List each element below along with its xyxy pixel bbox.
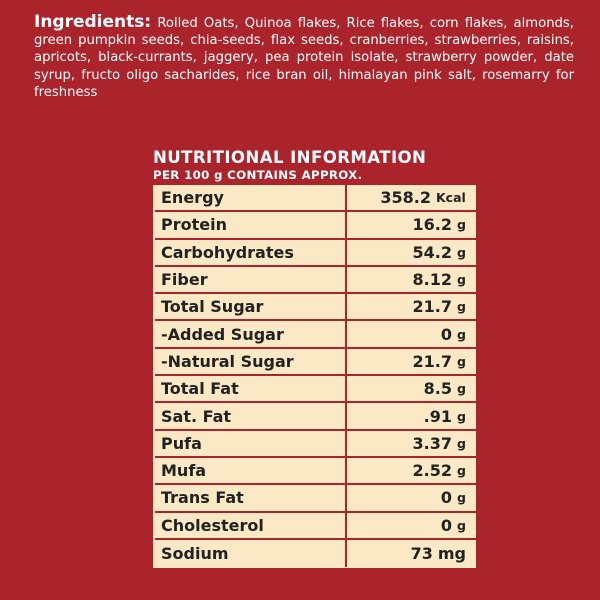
nutrient-amount: .91 g	[347, 403, 476, 428]
nutrient-amount: 21.7 g	[347, 294, 476, 319]
nutrition-row: Cholesterol 0 g	[155, 512, 476, 540]
nutrient-unit: Kcal	[436, 190, 466, 206]
nutrient-unit: g	[457, 381, 466, 397]
nutrient-value: 8.5	[423, 379, 452, 399]
nutrient-value: 73	[410, 544, 433, 563]
nutrition-row: Total Fat 8.5 g	[155, 376, 476, 404]
nutrition-row: Trans Fat 0 g	[155, 485, 476, 513]
nutrition-row: Pufa 3.37 g	[155, 430, 476, 458]
nutrient-name: Carbohydrates	[155, 239, 347, 265]
nutrient-value: 8.12	[412, 270, 452, 290]
nutrient-value: 21.7	[412, 351, 452, 371]
nutrient-unit: g	[457, 408, 466, 424]
nutrient-unit: g	[457, 517, 466, 533]
ingredients-list: Rolled Oats, Quinoa flakes, Rice flakes,…	[34, 16, 574, 100]
nutrition-row: -Added Sugar 0 g	[155, 321, 476, 349]
nutrient-amount: 8.5 g	[347, 376, 476, 401]
nutrient-amount: 358.2 Kcal	[347, 185, 476, 210]
nutrient-unit: g	[457, 299, 466, 315]
nutrition-row: Protein 16.2 g	[155, 212, 476, 240]
nutrient-value: 54.2	[412, 242, 452, 262]
nutrient-amount: 73 mg	[347, 540, 476, 567]
nutrient-amount: 54.2 g	[347, 240, 476, 265]
nutrient-name: Sodium	[155, 539, 347, 568]
nutrition-row: -Natural Sugar 21.7 g	[155, 348, 476, 377]
nutrient-name: -Natural Sugar	[155, 348, 347, 375]
nutrient-amount: 21.7 g	[347, 349, 476, 374]
nutrition-row: Carbohydrates 54.2 g	[155, 239, 476, 267]
nutrient-name: Trans Fat	[155, 485, 347, 511]
nutrient-name: Protein	[155, 212, 347, 238]
nutrient-unit: g	[457, 463, 466, 479]
nutrient-unit: g	[457, 217, 466, 233]
nutrient-name: Total Fat	[155, 376, 347, 402]
nutrient-amount: 8.12 g	[347, 267, 476, 292]
nutrient-value: 0	[440, 515, 452, 535]
nutrient-name: Fiber	[155, 266, 347, 293]
nutrient-value: 0	[440, 488, 452, 508]
nutrient-name: -Added Sugar	[155, 321, 347, 347]
nutrition-row: Mufa 2.52 g	[155, 457, 476, 486]
nutrition-row: Fiber 8.12 g	[155, 266, 476, 295]
nutrition-row: Sodium 73 mg	[155, 539, 476, 568]
nutrient-unit: g	[457, 490, 466, 506]
nutrient-value: 21.7	[412, 297, 452, 317]
nutrition-header: NUTRITIONAL INFORMATION PER 100 g CONTAI…	[153, 148, 476, 182]
nutrient-value: 3.37	[412, 433, 452, 453]
nutrient-unit: g	[457, 244, 466, 260]
nutrient-name: Sat. Fat	[155, 403, 347, 429]
nutrient-value: 2.52	[412, 461, 452, 481]
nutrient-amount: 3.37 g	[347, 431, 476, 456]
nutrient-unit: g	[457, 353, 466, 369]
nutrient-value: 358.2	[380, 188, 431, 208]
nutrition-row: Energy 358.2 Kcal	[155, 185, 476, 213]
nutrition-title: NUTRITIONAL INFORMATION	[153, 148, 427, 167]
nutrient-name: Pufa	[155, 430, 347, 456]
nutrient-unit: g	[457, 435, 466, 451]
nutrient-unit: g	[457, 272, 466, 288]
nutrition-table: Energy 358.2 Kcal Protein 16.2 g Carbohydrates…	[153, 185, 476, 568]
nutrient-name: Total Sugar	[155, 294, 347, 320]
nutrient-value: 16.2	[412, 215, 452, 235]
nutrient-amount: 16.2 g	[347, 212, 476, 237]
nutrient-value: 0	[440, 324, 452, 344]
nutrient-unit: g	[457, 326, 466, 342]
nutrient-name: Energy	[155, 185, 347, 211]
nutrition-subtitle: PER 100 g CONTAINS APPROX.	[153, 168, 363, 182]
nutrient-unit: mg	[437, 544, 466, 563]
nutrition-row: Total Sugar 21.7 g	[155, 294, 476, 322]
ingredients-label: Ingredients:	[34, 12, 152, 32]
nutrient-name: Cholesterol	[155, 512, 347, 538]
ingredients-paragraph: Ingredients: Rolled Oats, Quinoa flakes,…	[34, 12, 574, 101]
nutrient-value: .91	[423, 406, 452, 426]
nutrient-name: Mufa	[155, 457, 347, 484]
nutrition-row: Sat. Fat .91 g	[155, 403, 476, 431]
nutrient-amount: 2.52 g	[347, 458, 476, 483]
